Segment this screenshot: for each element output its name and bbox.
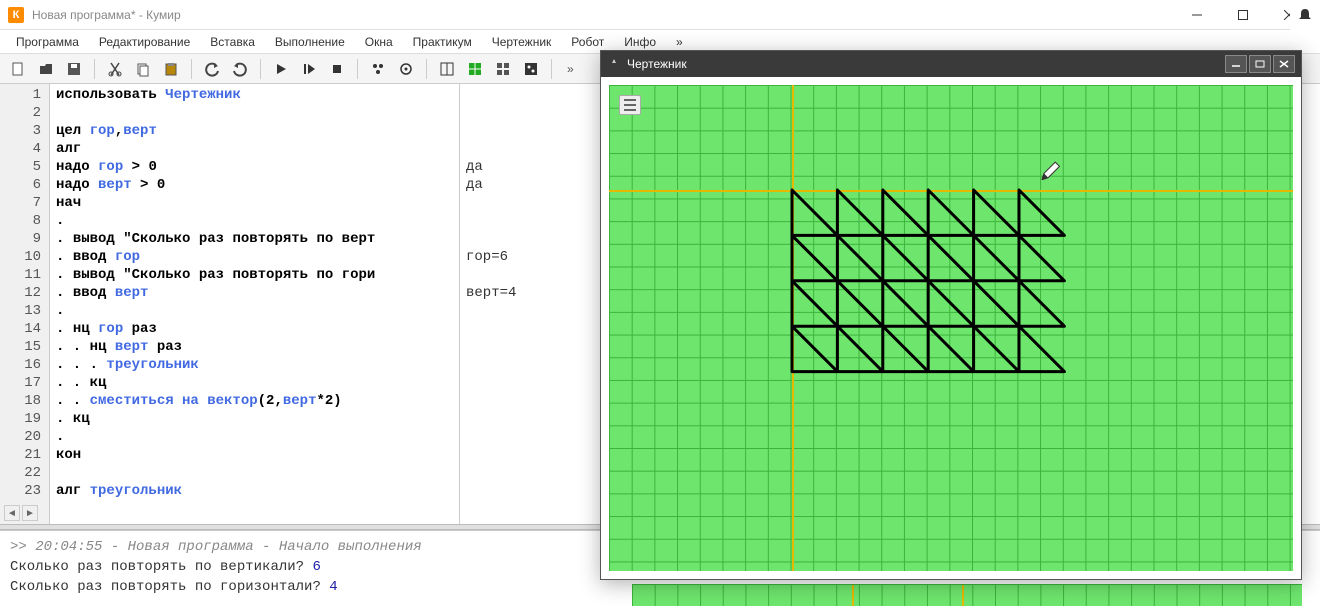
code-line[interactable]: .	[56, 302, 453, 320]
scroll-left-icon[interactable]: ◄	[4, 505, 20, 521]
line-gutter: 1234567891011121314151617181920212223	[0, 84, 50, 524]
window-title: Новая программа* - Кумир	[32, 8, 181, 22]
svg-text:»: »	[567, 62, 574, 76]
canvas-strip	[632, 584, 1302, 606]
layout2-button[interactable]	[463, 57, 487, 81]
menu-item[interactable]: Окна	[355, 32, 403, 52]
code-line[interactable]: . ввод гор	[56, 248, 453, 266]
copy-button[interactable]	[131, 57, 155, 81]
menu-item[interactable]: Выполнение	[265, 32, 355, 52]
drawing-canvas[interactable]	[609, 85, 1293, 571]
menu-item[interactable]: Вставка	[200, 32, 265, 52]
code-line[interactable]: нач	[56, 194, 453, 212]
stop-button[interactable]	[325, 57, 349, 81]
bell-icon	[1298, 8, 1312, 22]
layout4-button[interactable]	[519, 57, 543, 81]
menu-item[interactable]: Робот	[561, 32, 614, 52]
menu-item[interactable]: Практикум	[403, 32, 482, 52]
minimize-button[interactable]	[1174, 0, 1220, 30]
maximize-button[interactable]	[1220, 0, 1266, 30]
layout1-button[interactable]	[435, 57, 459, 81]
menu-item[interactable]: Чертежник	[482, 32, 562, 52]
code-line[interactable]: . . кц	[56, 374, 453, 392]
drawer-close-button[interactable]	[1273, 55, 1295, 73]
menu-item[interactable]: Редактирование	[89, 32, 200, 52]
save-file-button[interactable]	[62, 57, 86, 81]
drawer-window[interactable]: Чертежник	[600, 50, 1302, 580]
code-line[interactable]: надо верт > 0	[56, 176, 453, 194]
title-bar: К Новая программа* - Кумир	[0, 0, 1320, 30]
code-line[interactable]: . . . треугольник	[56, 356, 453, 374]
code-editor[interactable]: использовать Чертежник цел гор,верталгна…	[50, 84, 460, 524]
extra-browser-edge	[1290, 0, 1320, 30]
code-line[interactable]: . . сместиться на вектор(2,верт*2)	[56, 392, 453, 410]
pin-icon[interactable]	[607, 57, 621, 71]
code-line[interactable]: . вывод "Сколько раз повторять по верт	[56, 230, 453, 248]
code-line[interactable]: . ввод верт	[56, 284, 453, 302]
code-line[interactable]: использовать Чертежник	[56, 86, 453, 104]
code-line[interactable]: надо гор > 0	[56, 158, 453, 176]
paste-button[interactable]	[159, 57, 183, 81]
drawer-titlebar[interactable]: Чертежник	[601, 51, 1301, 77]
code-line[interactable]: .	[56, 428, 453, 446]
drawn-shapes	[609, 85, 1293, 571]
code-line[interactable]: цел гор,верт	[56, 122, 453, 140]
drawer-maximize-button[interactable]	[1249, 55, 1271, 73]
code-line[interactable]: кон	[56, 446, 453, 464]
step-button[interactable]	[297, 57, 321, 81]
menu-item[interactable]: »	[666, 32, 693, 52]
code-line[interactable]	[56, 464, 453, 482]
layout3-button[interactable]	[491, 57, 515, 81]
redo-button[interactable]	[228, 57, 252, 81]
code-line[interactable]: .	[56, 212, 453, 230]
code-line[interactable]: . вывод "Сколько раз повторять по гори	[56, 266, 453, 284]
code-line[interactable]: . . нц верт раз	[56, 338, 453, 356]
menu-item[interactable]: Инфо	[614, 32, 666, 52]
new-file-button[interactable]	[6, 57, 30, 81]
more-button[interactable]: »	[560, 57, 584, 81]
scroll-right-icon[interactable]: ►	[22, 505, 38, 521]
code-line[interactable]: . нц гор раз	[56, 320, 453, 338]
horizontal-scroll[interactable]: ◄ ►	[4, 505, 38, 521]
code-line[interactable]: алг	[56, 140, 453, 158]
drawer-minimize-button[interactable]	[1225, 55, 1247, 73]
code-line[interactable]	[56, 104, 453, 122]
code-line[interactable]: . кц	[56, 410, 453, 428]
undo-button[interactable]	[200, 57, 224, 81]
open-file-button[interactable]	[34, 57, 58, 81]
code-line[interactable]: алг треугольник	[56, 482, 453, 500]
app-icon: К	[8, 7, 24, 23]
actors-button[interactable]	[366, 57, 390, 81]
turtle-button[interactable]	[394, 57, 418, 81]
drawer-title: Чертежник	[627, 57, 687, 71]
run-button[interactable]	[269, 57, 293, 81]
menu-item[interactable]: Программа	[6, 32, 89, 52]
drawer-body	[601, 77, 1301, 579]
cut-button[interactable]	[103, 57, 127, 81]
